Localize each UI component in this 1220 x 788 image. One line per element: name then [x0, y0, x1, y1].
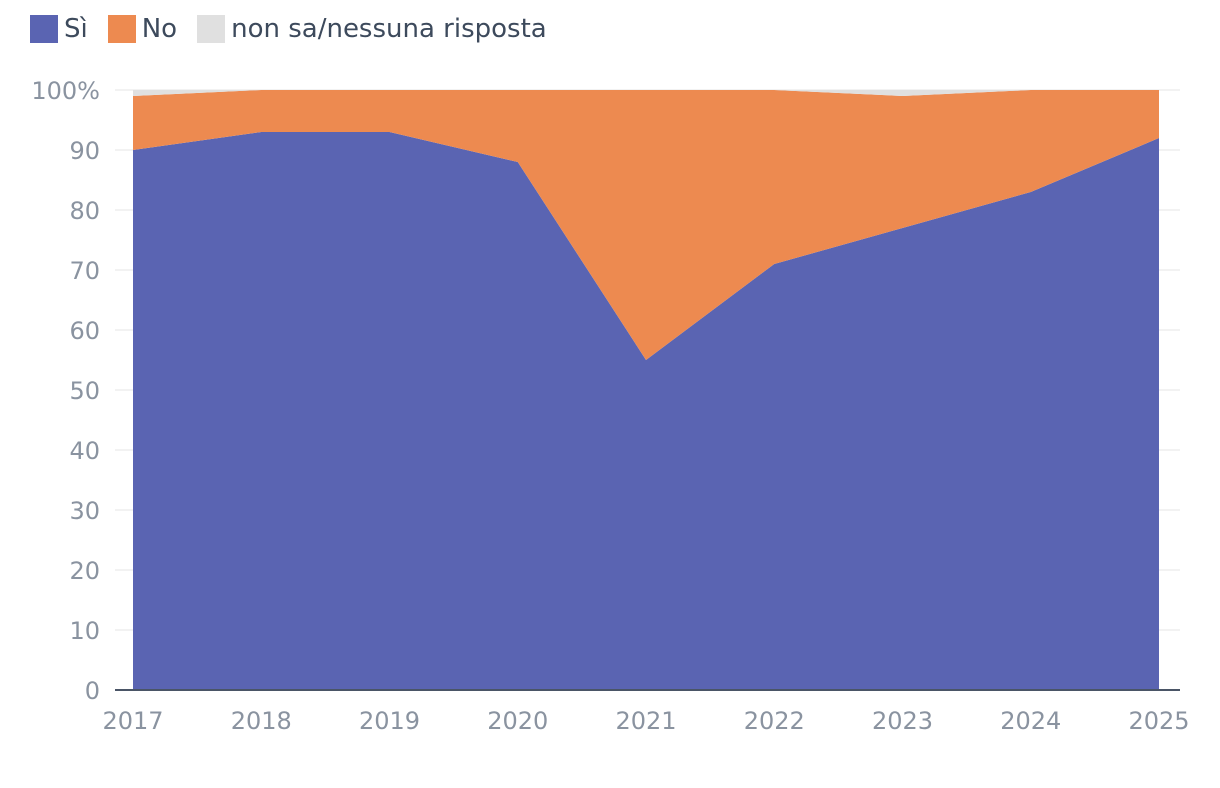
y-tick-label: 20	[69, 557, 100, 585]
y-tick-label: 90	[69, 137, 100, 165]
y-tick-label: 40	[69, 437, 100, 465]
legend-swatch-si	[30, 15, 58, 43]
legend-item-no: No	[107, 14, 178, 44]
area-series-nessuna-risposta	[133, 90, 1159, 96]
x-tick-label: 2025	[1128, 707, 1189, 735]
legend-label-nessuna-risposta: non sa/nessuna risposta	[231, 14, 547, 44]
legend-label-no: No	[141, 14, 178, 44]
area-series-si	[133, 132, 1159, 690]
area-series-no	[133, 90, 1159, 360]
y-tick-label: 0	[85, 677, 100, 705]
legend-item-si: Sì	[30, 14, 88, 44]
legend-label-si: Sì	[64, 14, 88, 44]
x-tick-label: 2023	[872, 707, 933, 735]
y-tick-label: 60	[69, 317, 100, 345]
x-tick-label: 2022	[744, 707, 805, 735]
y-tick-label: 70	[69, 257, 100, 285]
x-tick-label: 2024	[1000, 707, 1061, 735]
chart-legend: Sì No non sa/nessuna risposta	[30, 14, 567, 44]
y-tick-label: 100%	[31, 77, 100, 105]
y-tick-label: 30	[69, 497, 100, 525]
x-tick-label: 2018	[231, 707, 292, 735]
x-tick-label: 2021	[615, 707, 676, 735]
legend-swatch-no	[107, 15, 136, 43]
x-tick-label: 2020	[487, 707, 548, 735]
y-tick-label: 10	[69, 617, 100, 645]
legend-swatch-nessuna-risposta	[197, 15, 226, 43]
legend-item-nessuna-risposta: non sa/nessuna risposta	[197, 14, 547, 44]
x-tick-label: 2019	[359, 707, 420, 735]
y-tick-label: 50	[69, 377, 100, 405]
y-tick-label: 80	[69, 197, 100, 225]
x-tick-label: 2017	[102, 707, 163, 735]
